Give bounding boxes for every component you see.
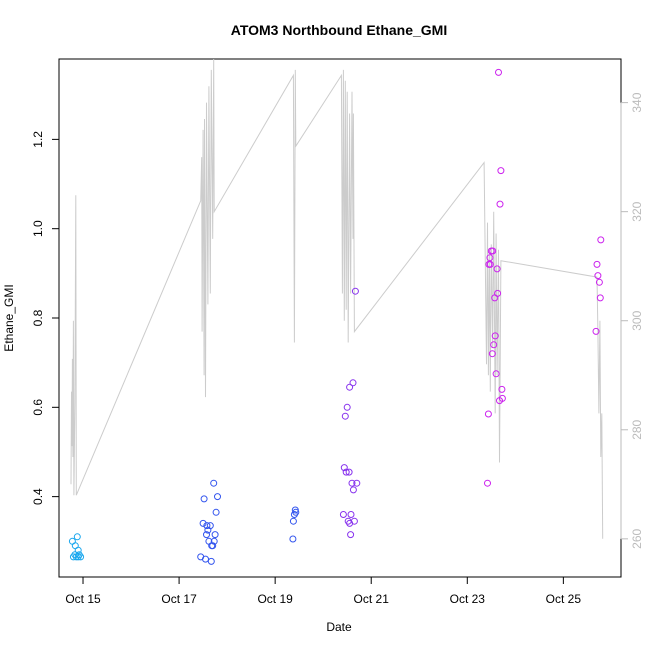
data-point: [498, 385, 506, 393]
data-point: [343, 403, 351, 411]
data-point: [491, 332, 499, 340]
data-point: [351, 287, 359, 295]
chart-title: ATOM3 Northbound Ethane_GMI: [231, 22, 447, 38]
data-point: [496, 200, 504, 208]
data-point: [596, 294, 604, 302]
data-point: [346, 383, 354, 391]
data-point: [592, 327, 600, 335]
data-point: [74, 553, 82, 561]
data-point: [212, 508, 220, 516]
y-tick-label: 0.4: [31, 488, 45, 505]
data-point: [486, 254, 494, 262]
right-y-tick-label: 280: [630, 419, 644, 439]
data-point: [353, 479, 361, 487]
plot-area: [58, 58, 622, 578]
data-point: [493, 265, 501, 273]
data-point: [68, 537, 76, 545]
data-point: [199, 519, 207, 527]
data-point: [492, 370, 500, 378]
data-point: [486, 260, 494, 268]
data-point: [340, 464, 348, 472]
scatter-points: [68, 68, 605, 565]
data-point: [594, 272, 602, 280]
data-point: [202, 555, 209, 563]
data-point: [211, 531, 219, 539]
data-point: [595, 278, 603, 286]
right-y-tick-label: 340: [630, 92, 644, 112]
right-y-axis: 260 280 300 320 340: [620, 92, 644, 549]
data-point: [210, 479, 218, 487]
data-point: [200, 495, 208, 503]
plot-frame: [58, 58, 622, 578]
data-point: [494, 289, 502, 297]
data-point: [73, 533, 81, 541]
data-point: [208, 542, 216, 550]
data-point: [495, 68, 502, 76]
data-point: [206, 522, 214, 530]
x-tick-label: Oct 21: [354, 592, 390, 606]
x-tick-label: Oct 15: [65, 592, 101, 606]
data-point: [345, 468, 353, 476]
data-point: [203, 522, 211, 530]
data-point: [490, 341, 498, 349]
data-point: [593, 260, 601, 268]
y-tick-label: 0.8: [31, 309, 45, 326]
x-tick-label: Oct 19: [257, 592, 293, 606]
data-point: [349, 486, 357, 494]
x-tick-label: Oct 17: [161, 592, 197, 606]
data-point: [347, 511, 355, 518]
data-point: [207, 557, 215, 565]
x-tick-label: Oct 25: [546, 592, 582, 606]
data-point: [341, 412, 349, 420]
data-point: [289, 535, 297, 543]
data-point: [289, 517, 297, 525]
data-point: [498, 394, 506, 402]
right-y-tick-label: 260: [630, 528, 644, 548]
x-tick-label: Oct 23: [450, 592, 486, 606]
right-y-tick-label: 320: [630, 201, 644, 221]
data-point: [597, 236, 605, 244]
data-point: [348, 479, 356, 487]
data-point: [497, 167, 505, 175]
y-axis-label: Ethane_GMI: [2, 284, 16, 351]
data-point: [488, 350, 496, 358]
data-point: [346, 519, 354, 527]
y-tick-label: 0.6: [31, 399, 45, 416]
y-tick-label: 1.2: [31, 131, 45, 148]
data-point: [484, 410, 492, 418]
x-axis-label: Date: [326, 620, 352, 634]
data-point: [71, 542, 79, 550]
data-point: [214, 493, 221, 501]
y-axis: 0.4 0.6 0.8 1.0 1.2: [31, 131, 60, 505]
data-point: [203, 531, 210, 539]
right-y-tick-label: 300: [630, 310, 644, 330]
secondary-series-polyline: [70, 58, 604, 539]
data-point: [489, 247, 497, 255]
secondary-series-line: [70, 58, 604, 539]
data-point: [484, 479, 491, 487]
data-point: [349, 379, 357, 387]
data-point: [339, 511, 347, 518]
data-point: [342, 468, 350, 476]
y-tick-label: 1.0: [31, 220, 45, 237]
data-point: [292, 508, 300, 516]
data-point: [77, 553, 85, 561]
x-axis: Oct 15 Oct 17 Oct 19 Oct 21 Oct 23 Oct 25: [65, 576, 582, 606]
data-point: [347, 531, 355, 539]
